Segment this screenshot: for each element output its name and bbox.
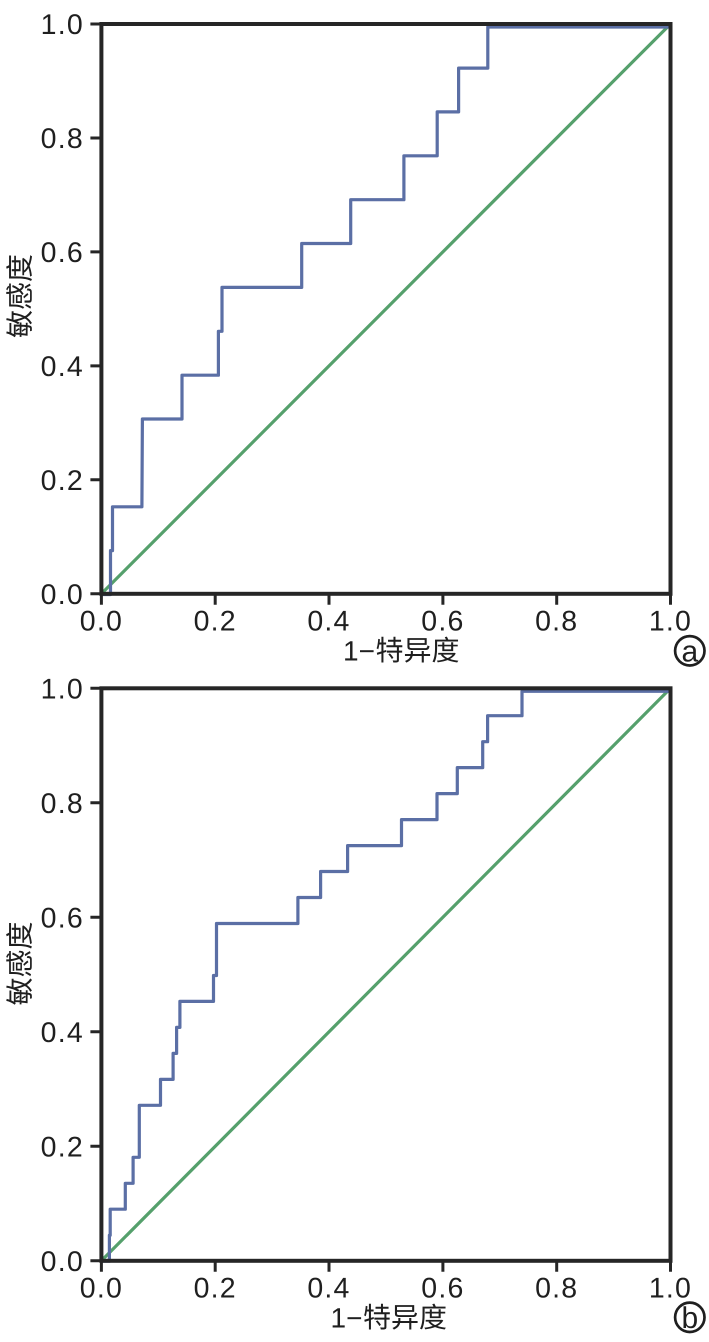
svg-text:0.6: 0.6 <box>41 903 84 935</box>
svg-text:0.6: 0.6 <box>41 237 84 269</box>
svg-text:0.2: 0.2 <box>41 1132 84 1164</box>
svg-text:0.2: 0.2 <box>194 1272 237 1304</box>
svg-text:0.0: 0.0 <box>41 579 84 611</box>
svg-text:0.6: 0.6 <box>421 1272 464 1304</box>
svg-text:1.0: 1.0 <box>649 605 692 637</box>
svg-text:0.4: 0.4 <box>41 1017 84 1049</box>
svg-text:0.0: 0.0 <box>41 1246 84 1278</box>
svg-text:1−: 1− <box>331 1302 363 1333</box>
svg-text:1−: 1− <box>343 635 375 666</box>
svg-text:0.6: 0.6 <box>421 605 464 637</box>
svg-text:0.8: 0.8 <box>41 123 84 155</box>
svg-text:0.8: 0.8 <box>41 788 84 820</box>
svg-text:0.8: 0.8 <box>535 1272 578 1304</box>
svg-text:1.0: 1.0 <box>41 674 84 706</box>
svg-text:1.0: 1.0 <box>41 9 84 41</box>
svg-text:0.0: 0.0 <box>80 1272 123 1304</box>
svg-text:0.4: 0.4 <box>307 605 350 637</box>
svg-text:b: b <box>681 1302 698 1335</box>
svg-text:0.4: 0.4 <box>41 351 84 383</box>
svg-text:0.4: 0.4 <box>307 1272 350 1304</box>
svg-text:0.2: 0.2 <box>41 465 84 497</box>
svg-text:0.8: 0.8 <box>535 605 578 637</box>
svg-text:0.2: 0.2 <box>194 605 237 637</box>
svg-text:a: a <box>681 635 698 668</box>
svg-text:0.0: 0.0 <box>80 605 123 637</box>
svg-text:1.0: 1.0 <box>649 1272 692 1304</box>
